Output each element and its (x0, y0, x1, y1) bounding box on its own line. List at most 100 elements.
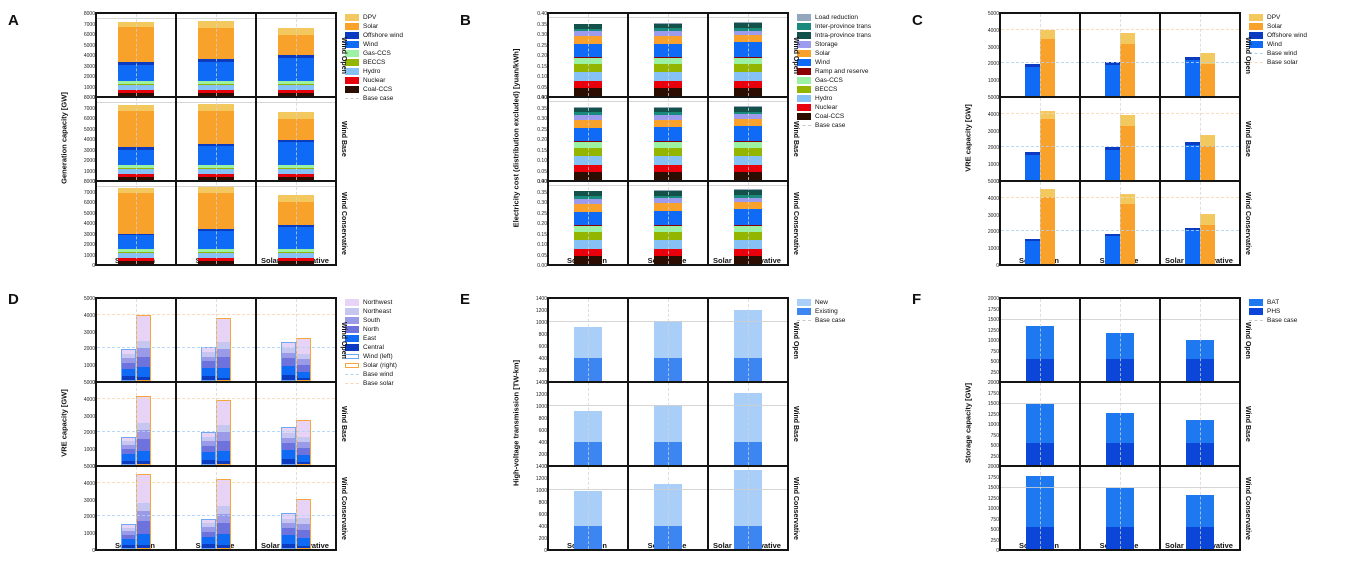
y-tick-label: 7000 (83, 105, 95, 112)
bar-segment (573, 491, 603, 526)
legend-label: Nuclear (363, 77, 386, 84)
stacked-bar-Wind (left) (201, 518, 216, 549)
bar-segment (573, 171, 603, 180)
bar-segment (733, 197, 763, 203)
bar-segment (282, 518, 295, 524)
baseline-base-case (257, 18, 335, 20)
legend-item: Gas-CCS (797, 77, 871, 84)
legend-label: Storage (815, 41, 838, 48)
y-tick-label: 800 (538, 500, 547, 506)
bar-segment (733, 80, 763, 88)
y-tick-label: 1500 (987, 317, 999, 323)
y-tick-label: 1400 (535, 380, 547, 386)
y-tick-label: 0.35 (537, 105, 547, 112)
plot-grid: 0.00 0.05 0.10 0.15 0.20 0.25 0.30 0.35 0.40 Wind… (537, 11, 799, 269)
bar-segment (653, 203, 683, 212)
south-swatch (345, 317, 359, 324)
subplot: 0 1000 2000 3000 4000 5000 6000 7000 8000 (84, 179, 176, 269)
bar-segment (573, 410, 603, 442)
legend-label: PHS (1267, 308, 1281, 315)
baseline-base-solar (1161, 197, 1239, 199)
bar-segment (1040, 189, 1055, 197)
legend-item: BECCS (797, 86, 871, 93)
y-tick-label: 2000 (83, 158, 95, 164)
bar-segment (282, 342, 295, 348)
y-tick-label: 1000 (83, 252, 95, 259)
bar-segment (1105, 149, 1120, 180)
plot-grid: 0 1000 2000 3000 4000 5000 Wind Open 0 1000 2000 3… (84, 296, 347, 554)
subplot (1080, 298, 1160, 382)
baseline-base-case (549, 101, 627, 103)
bar-segment (1185, 359, 1215, 381)
bar-segment (282, 347, 295, 353)
y-tick-label: 8000 (83, 179, 95, 185)
bar-segment (653, 30, 683, 36)
legend-item: Solar (1249, 23, 1307, 30)
subplot (708, 298, 788, 382)
bar-segment (653, 321, 683, 358)
bar-segment (733, 30, 763, 35)
bar-segment (573, 58, 603, 65)
y-tick-label: 1500 (987, 485, 999, 491)
subplot (1080, 181, 1160, 265)
bar-segment (217, 318, 230, 343)
y-tick-label: 5000 (987, 11, 999, 17)
legend-item: BECCS (345, 59, 403, 66)
row-label: Wind Open (340, 36, 347, 74)
bar-segment (282, 375, 295, 380)
legend-label: Gas-CCS (815, 77, 843, 84)
y-tick-label: 1000 (83, 84, 95, 91)
y-tick-label: 0.15 (537, 147, 547, 154)
bar-segment (282, 450, 295, 460)
bar-segment (278, 90, 314, 93)
legend-item: Base case (797, 317, 845, 324)
stacked-bar-total (118, 22, 154, 96)
bar-segment (733, 248, 763, 256)
y-tick-label: 5000 (83, 296, 95, 302)
bar-segment (118, 169, 154, 175)
bar-segment (573, 57, 603, 59)
baseline-base-case (257, 102, 335, 104)
col-label: Solar Open (114, 541, 155, 550)
bar-segment (1040, 30, 1055, 39)
bar-segment (278, 57, 314, 82)
bar-segment (278, 225, 314, 228)
bar-segment (118, 149, 154, 166)
legend-label: Hydro (815, 95, 833, 102)
bar-segment (573, 107, 603, 108)
legend-label: Base case (815, 122, 846, 129)
bar-segment (1120, 43, 1135, 96)
bar-segment (198, 231, 234, 250)
bar-segment (202, 356, 215, 362)
bar-segment (122, 441, 135, 445)
bar-segment (198, 169, 234, 175)
bar-segment (217, 461, 230, 464)
bar-segment (573, 225, 603, 227)
legend-label: Coal-CCS (815, 113, 845, 120)
y-tick-label: 1000 (987, 338, 999, 344)
bar-segment (1185, 340, 1215, 360)
legend-label: North (363, 326, 379, 333)
subplot: 0 1000 2000 3000 4000 5000 6000 7000 8000 (84, 11, 176, 101)
bar-segment (202, 544, 215, 548)
row-label: Wind Open (792, 321, 799, 359)
bar-segment (653, 64, 683, 73)
y-tick-label: 3000 (83, 147, 95, 154)
bar-segment (653, 164, 683, 172)
y-tick-label: 750 (990, 432, 999, 439)
y-tick-label: 6000 (83, 116, 95, 122)
legend: Load reduction Inter-province trans Intra-… (797, 14, 871, 131)
bar-segment (733, 189, 763, 196)
y-axis-label: Generation capacity [GW] (59, 92, 69, 184)
stacked-bar-solar (1040, 30, 1055, 96)
bar-segment (297, 338, 310, 355)
legend-label: Central (363, 344, 384, 351)
stacked-bar-Wind (left) (121, 436, 136, 465)
dpv-swatch (345, 14, 359, 21)
legend-label: Base case (1267, 317, 1298, 324)
bar-segment (653, 198, 683, 204)
legend-label: Solar (right) (363, 362, 397, 369)
bar-segment (733, 310, 763, 358)
y-tick-label: 200 (538, 452, 547, 458)
